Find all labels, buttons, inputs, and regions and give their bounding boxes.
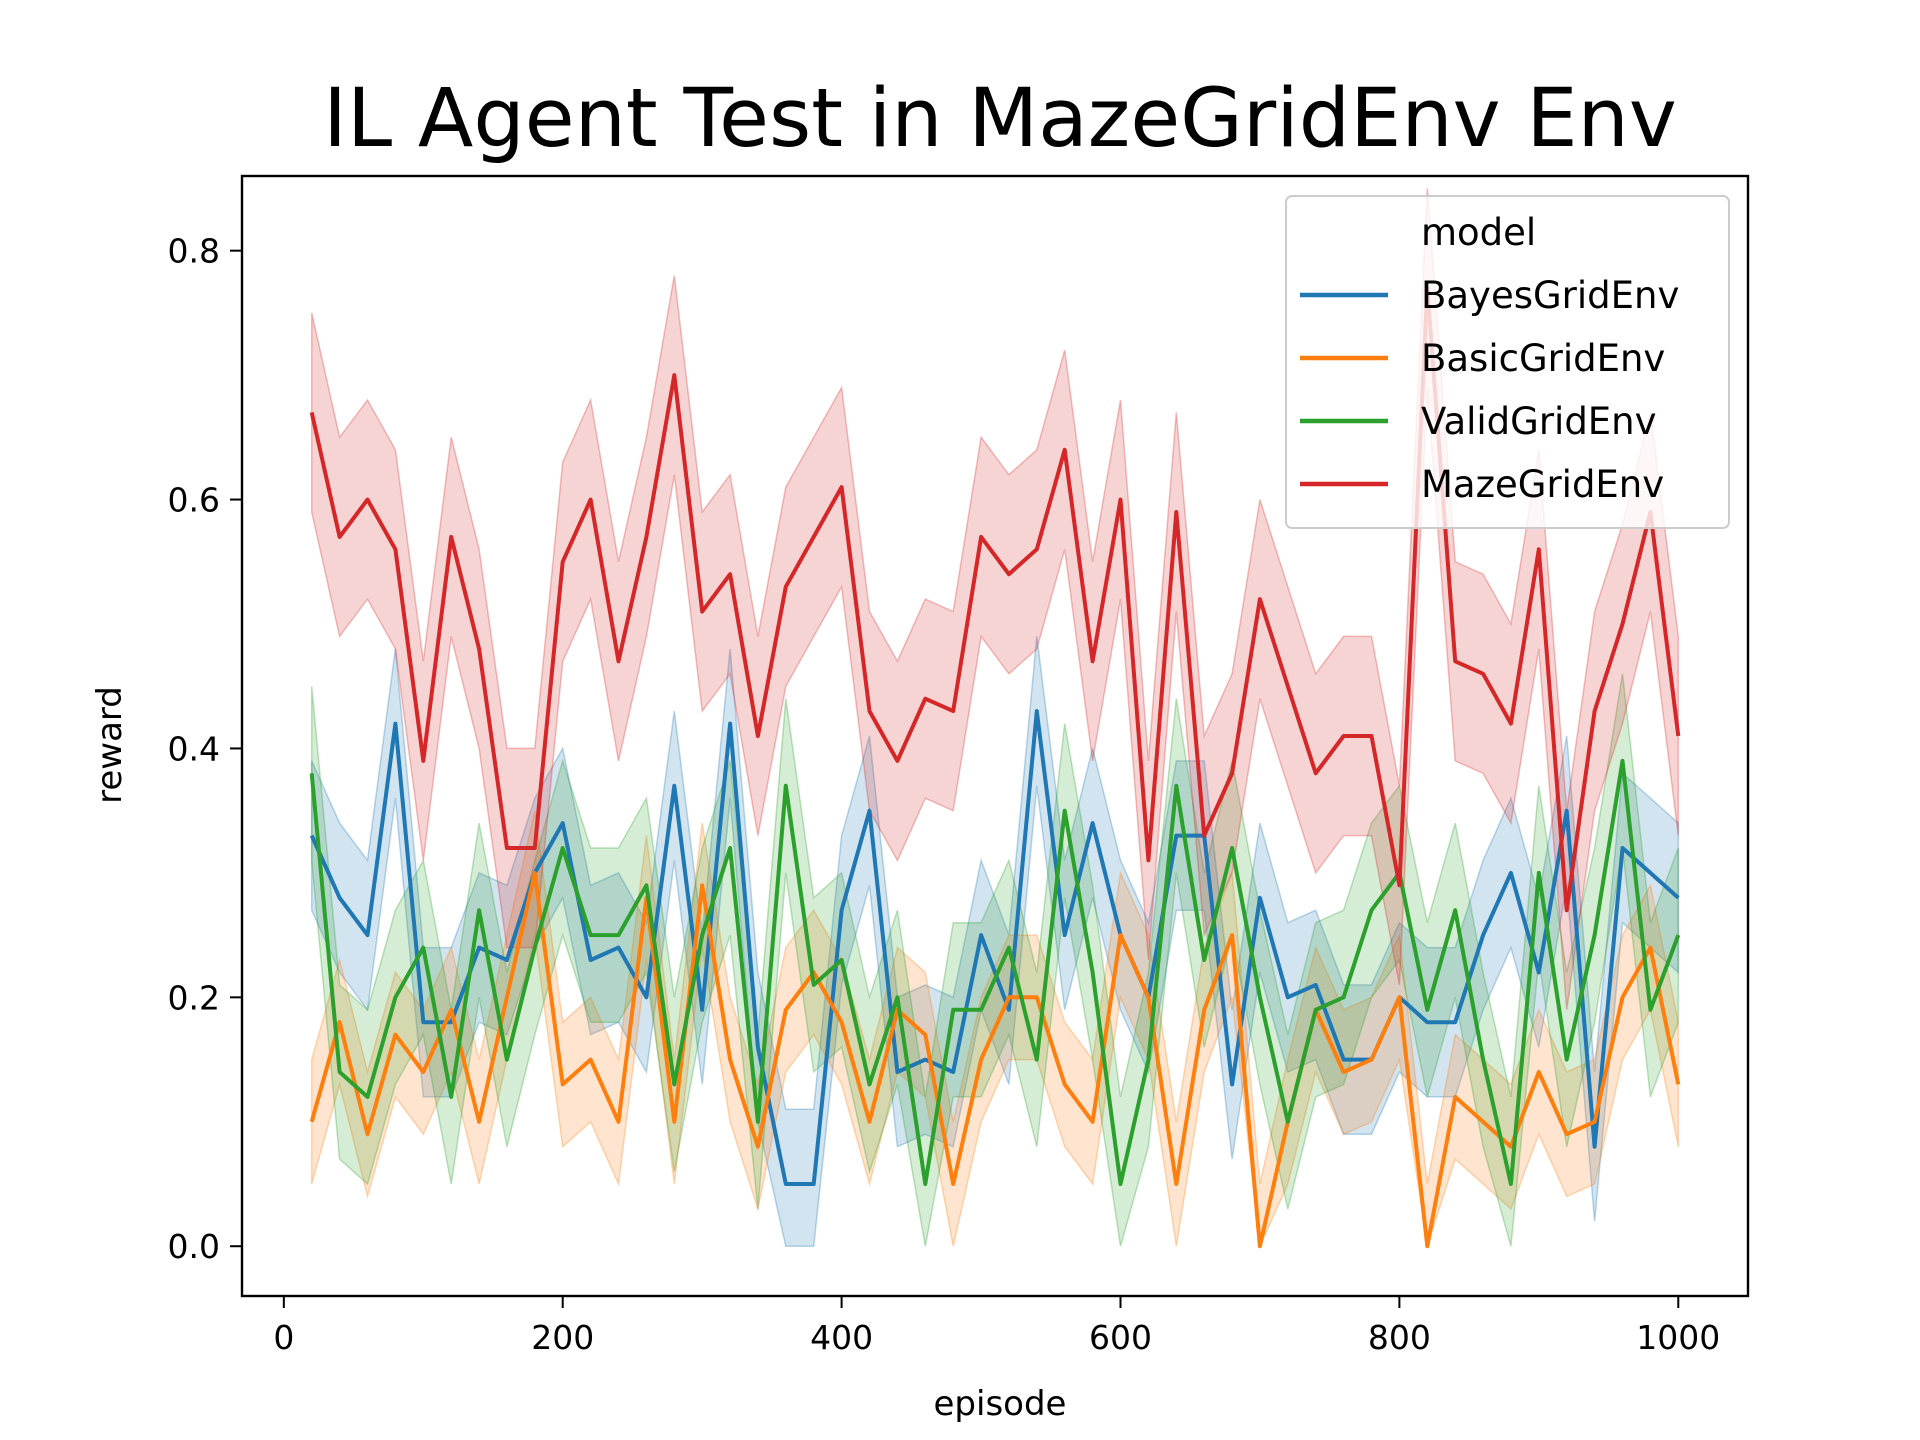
band-MazeGridEnv xyxy=(310,188,1680,1010)
series-line-MazeGridEnv xyxy=(309,286,1681,913)
x-tick-label: 600 xyxy=(1089,1318,1152,1357)
series-line-BayesGridEnv xyxy=(309,709,1680,1186)
x-axis-label: episode xyxy=(934,1384,1067,1424)
y-tick-label: 0.4 xyxy=(168,729,220,768)
legend-label: MazeGridEnv xyxy=(1421,463,1664,506)
y-tick-label: 0.8 xyxy=(168,232,220,271)
x-tick-label: 1000 xyxy=(1636,1318,1720,1357)
y-axis-ticks: 0.0 0.2 0.4 0.6 0.8 xyxy=(168,232,242,1266)
chart-title: IL Agent Test in MazeGridEnv Env xyxy=(323,72,1677,166)
y-tick-label: 0.2 xyxy=(168,978,220,1017)
legend-label: BayesGridEnv xyxy=(1421,274,1679,317)
x-tick-label: 400 xyxy=(810,1318,873,1357)
series-lines xyxy=(309,286,1681,1249)
y-tick-label: 0.6 xyxy=(168,481,220,520)
y-axis-label: reward xyxy=(90,686,130,804)
legend: model BayesGridEnv BasicGridEnv ValidGridE… xyxy=(1285,195,1730,529)
series-line-ValidGridEnv xyxy=(309,758,1681,1186)
legend-label: BasicGridEnv xyxy=(1421,337,1665,380)
x-tick-label: 200 xyxy=(531,1318,594,1357)
legend-title: model xyxy=(1421,211,1536,254)
y-tick-label: 0.0 xyxy=(168,1227,220,1266)
x-tick-label: 0 xyxy=(273,1318,294,1357)
legend-label: ValidGridEnv xyxy=(1421,400,1657,443)
plot-area-frame xyxy=(240,174,1750,1298)
x-axis-ticks: 0 200 400 600 800 1000 xyxy=(273,1296,1720,1357)
series-line-BasicGridEnv xyxy=(309,870,1681,1249)
x-tick-label: 800 xyxy=(1368,1318,1431,1357)
legend-box xyxy=(1285,195,1730,529)
